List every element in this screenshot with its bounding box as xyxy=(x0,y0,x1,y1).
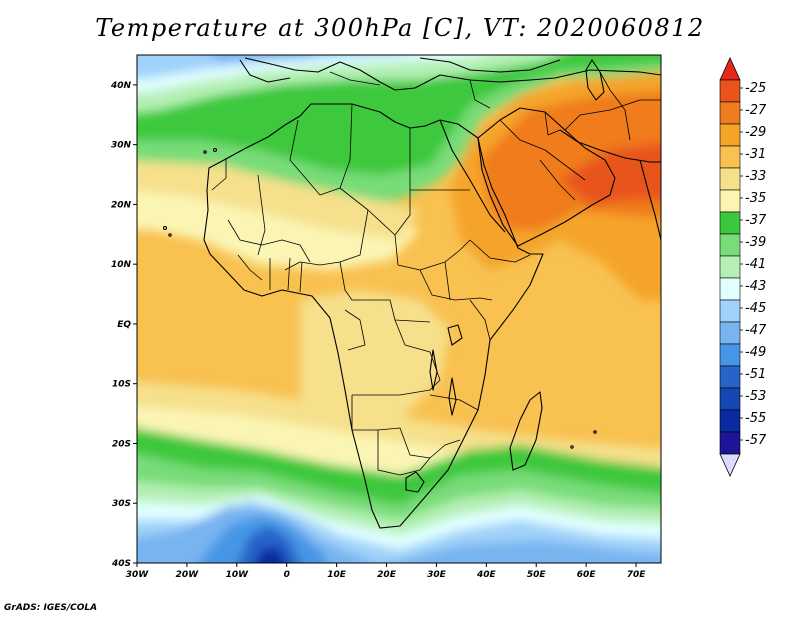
x-tick-label: 70E xyxy=(627,570,647,580)
colorbar-label: -41 xyxy=(745,257,766,272)
colorbar-label: -45 xyxy=(745,301,766,316)
colorbar-swatch xyxy=(719,365,741,389)
x-tick-label: 50E xyxy=(527,570,547,580)
x-tick-label: 30E xyxy=(427,570,447,580)
footer-credit: GrADS: IGES/COLA xyxy=(4,603,98,613)
x-tick-label: 20W xyxy=(176,570,200,580)
colorbar-top-arrow xyxy=(719,57,741,81)
colorbar-bottom-arrow xyxy=(719,453,741,477)
colorbar: -25 -27 -29 -31 -33 -35 -37 -39 -41 -43 -45 -47 -49 -… xyxy=(719,57,767,477)
country-borders xyxy=(211,71,661,476)
y-axis: 40S 30S 20S 10S EQ 10N 20N 30N 40N xyxy=(110,81,137,569)
colorbar-swatch xyxy=(719,299,741,323)
colorbar-swatch xyxy=(719,431,741,455)
colorbar-label: -53 xyxy=(745,389,766,404)
colorbar-label: -43 xyxy=(745,279,766,294)
colorbar-swatch xyxy=(719,277,741,301)
y-tick-label: 20S xyxy=(112,439,131,449)
colorbar-label: -49 xyxy=(745,345,766,360)
x-tick-label: 40E xyxy=(476,570,497,580)
colorbar-swatch xyxy=(719,211,741,235)
y-tick-label: 30S xyxy=(112,499,131,509)
colorbar-label: -33 xyxy=(745,169,766,184)
colorbar-label: -27 xyxy=(745,103,767,118)
x-axis: 30W 20W 10W 0 10E 20E 30E 40E 50E 60E 70E xyxy=(126,563,646,580)
map-frame xyxy=(136,54,662,564)
x-tick-label: 30W xyxy=(126,570,150,580)
colorbar-swatch xyxy=(719,123,741,147)
y-tick-label: 10N xyxy=(111,260,132,270)
y-tick-label: EQ xyxy=(117,320,131,330)
colorbar-label: -39 xyxy=(745,235,766,250)
map-title: Temperature at 300hPa [C], VT: 202006081… xyxy=(95,14,705,42)
coastlines xyxy=(162,57,661,529)
y-tick-label: 40S xyxy=(111,559,131,569)
y-tick-label: 20N xyxy=(111,200,132,210)
x-tick-label: 60E xyxy=(577,570,597,580)
colorbar-label: -35 xyxy=(745,191,766,206)
y-tick-label: 10S xyxy=(112,380,131,390)
colorbar-swatch xyxy=(719,409,741,433)
y-tick-label: 30N xyxy=(111,141,132,151)
colorbar-swatch xyxy=(719,167,741,191)
colorbar-swatch xyxy=(719,101,741,125)
colorbar-swatch xyxy=(719,321,741,345)
x-tick-label: 20E xyxy=(377,570,397,580)
colorbar-label: -31 xyxy=(745,147,766,162)
colorbar-label: -51 xyxy=(745,367,766,382)
temperature-field xyxy=(137,55,661,563)
colorbar-label: -25 xyxy=(745,81,766,96)
colorbar-swatch xyxy=(719,343,741,367)
colorbar-swatch xyxy=(719,189,741,213)
x-tick-label: 0 xyxy=(284,570,290,580)
colorbar-label: -57 xyxy=(745,433,767,448)
colorbar-swatch xyxy=(719,387,741,411)
colorbar-swatch xyxy=(719,79,741,103)
colorbar-swatch xyxy=(719,233,741,257)
colorbar-label: -37 xyxy=(745,213,767,228)
colorbar-swatch xyxy=(719,255,741,279)
colorbar-label: -47 xyxy=(745,323,767,338)
colorbar-swatch xyxy=(719,145,741,169)
colorbar-label: -29 xyxy=(745,125,766,140)
x-tick-label: 10E xyxy=(327,570,347,580)
y-tick-label: 40N xyxy=(110,81,132,91)
x-tick-label: 10W xyxy=(226,570,250,580)
colorbar-label: -55 xyxy=(745,411,766,426)
